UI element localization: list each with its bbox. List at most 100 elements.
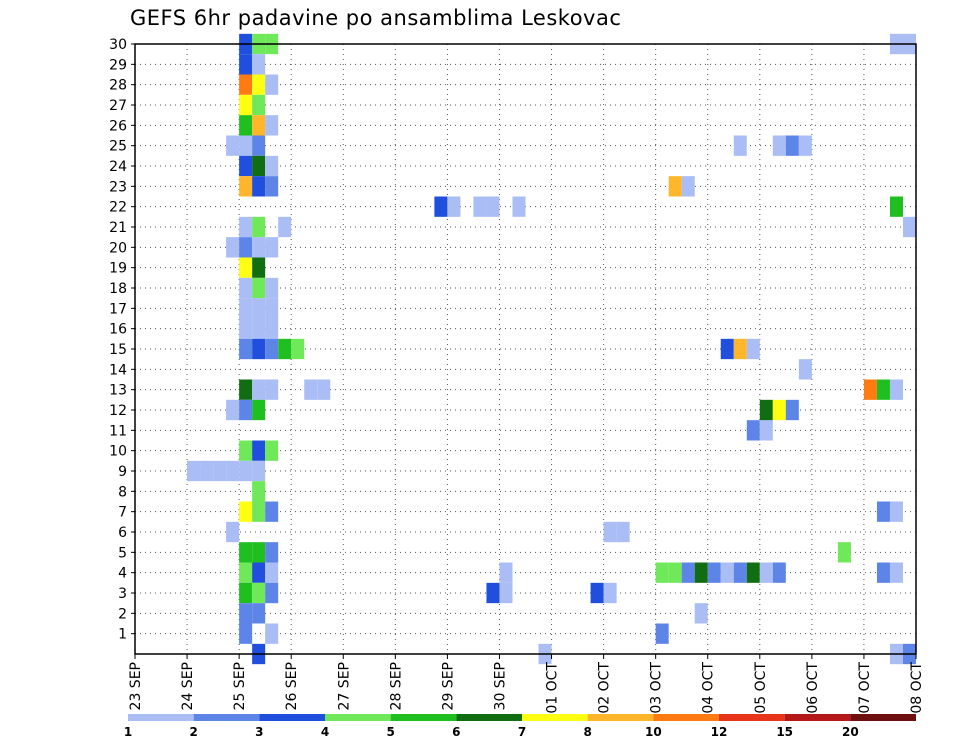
x-tick-label: 26 SEP bbox=[284, 662, 300, 710]
heatmap-cell bbox=[265, 298, 279, 319]
heatmap-cell bbox=[252, 562, 266, 583]
heatmap-cell bbox=[304, 379, 318, 400]
heatmap-cell bbox=[668, 176, 682, 197]
heatmap-cell bbox=[772, 135, 786, 156]
heatmap-cell bbox=[694, 603, 708, 624]
heatmap-cell bbox=[252, 338, 266, 360]
x-tick-label: 27 SEP bbox=[336, 662, 352, 710]
heatmap-cell bbox=[759, 420, 773, 441]
y-tick-label: 11 bbox=[109, 423, 127, 439]
heatmap-cell bbox=[239, 501, 253, 522]
heatmap-cell bbox=[265, 501, 279, 522]
heatmap-cell bbox=[252, 74, 266, 95]
heatmap-cell bbox=[239, 603, 253, 624]
heatmap-cell bbox=[785, 399, 799, 421]
heatmap-cell bbox=[486, 582, 500, 604]
heatmap-cell bbox=[265, 623, 279, 644]
x-tick-label: 28 SEP bbox=[388, 662, 404, 710]
heatmap-cell bbox=[265, 176, 279, 197]
heatmap-cell bbox=[252, 216, 266, 238]
heatmap-cell bbox=[252, 379, 266, 400]
heatmap-cell bbox=[252, 440, 266, 461]
heatmap-cell bbox=[239, 216, 253, 238]
heatmap-cell bbox=[889, 379, 903, 400]
y-tick-label: 18 bbox=[109, 281, 127, 297]
x-tick-label: 07 OCT bbox=[857, 662, 873, 714]
heatmap-cell bbox=[252, 460, 266, 482]
heatmap-cell bbox=[252, 115, 266, 136]
legend-swatch bbox=[259, 714, 325, 721]
x-tick-label: 29 SEP bbox=[440, 662, 456, 710]
x-tick-label: 04 OCT bbox=[701, 662, 717, 714]
heatmap-cell bbox=[720, 338, 734, 360]
heatmap-cell bbox=[265, 115, 279, 136]
heatmap-cell bbox=[499, 562, 513, 583]
heatmap-cell bbox=[278, 216, 292, 238]
y-tick-label: 9 bbox=[118, 464, 127, 480]
heatmap-cell bbox=[746, 562, 760, 583]
heatmap-cell bbox=[499, 582, 513, 604]
heatmap-cell bbox=[733, 338, 747, 360]
heatmap-cell bbox=[239, 379, 253, 400]
heatmap-cell bbox=[226, 521, 240, 543]
heatmap-cell bbox=[239, 155, 253, 177]
heatmap-cell bbox=[668, 562, 682, 583]
legend-label: 6 bbox=[452, 725, 460, 739]
y-tick-label: 15 bbox=[109, 342, 127, 358]
x-tick-label: 30 SEP bbox=[492, 662, 508, 710]
y-tick-label: 20 bbox=[109, 240, 127, 256]
x-tick-label: 24 SEP bbox=[180, 662, 196, 710]
heatmap-cell bbox=[239, 115, 253, 136]
heatmap-cell bbox=[694, 562, 708, 583]
heatmap-cell bbox=[239, 277, 253, 299]
heatmap-cell bbox=[772, 562, 786, 583]
heatmap-cell bbox=[889, 562, 903, 583]
x-tick-label: 05 OCT bbox=[753, 662, 769, 714]
y-tick-label: 2 bbox=[118, 606, 127, 622]
y-tick-label: 26 bbox=[109, 118, 127, 134]
heatmap-cell bbox=[239, 54, 253, 75]
legend-swatch bbox=[390, 714, 457, 721]
heatmap-cell bbox=[733, 135, 747, 156]
heatmap-cell bbox=[252, 237, 266, 258]
heatmap-cell bbox=[187, 460, 201, 482]
heatmap-cell bbox=[265, 155, 279, 177]
heatmap-cell bbox=[239, 94, 253, 116]
heatmap-cell bbox=[200, 460, 214, 482]
heatmap-cell bbox=[239, 257, 253, 278]
legend-label: 3 bbox=[255, 725, 263, 739]
y-tick-label: 22 bbox=[109, 200, 127, 216]
y-tick-label: 12 bbox=[109, 403, 127, 419]
heatmap-cell bbox=[512, 196, 526, 217]
heatmap-cell bbox=[655, 562, 669, 583]
heatmap-cell bbox=[876, 379, 890, 400]
heatmap-cell bbox=[239, 74, 253, 95]
legend-label: 2 bbox=[189, 725, 197, 739]
heatmap-cell bbox=[746, 338, 760, 360]
heatmap-cell bbox=[265, 542, 279, 563]
heatmap-cell bbox=[473, 196, 487, 217]
heatmap-cell bbox=[252, 298, 266, 319]
heatmap-cell bbox=[434, 196, 448, 217]
heatmap-cell bbox=[902, 216, 916, 238]
y-tick-label: 3 bbox=[118, 586, 127, 602]
heatmap-cell bbox=[681, 176, 695, 197]
y-tick-label: 8 bbox=[118, 484, 127, 500]
legend-label: 5 bbox=[386, 725, 394, 739]
legend-swatch bbox=[587, 714, 654, 721]
y-tick-label: 14 bbox=[109, 362, 127, 378]
heatmap-cell bbox=[226, 135, 240, 156]
y-tick-label: 16 bbox=[109, 322, 127, 338]
heatmap-cell bbox=[239, 542, 253, 563]
heatmap-cell bbox=[252, 176, 266, 197]
heatmap-cell bbox=[265, 562, 279, 583]
heatmap-cell bbox=[278, 338, 292, 360]
x-tick-label: 03 OCT bbox=[649, 662, 665, 714]
heatmap-cell bbox=[265, 338, 279, 360]
y-tick-label: 29 bbox=[109, 57, 127, 73]
heatmap-cell bbox=[252, 542, 266, 563]
heatmap-cell bbox=[239, 440, 253, 461]
y-tick-label: 6 bbox=[118, 525, 127, 541]
heatmap-cell bbox=[746, 420, 760, 441]
heatmap-cell bbox=[772, 399, 786, 421]
